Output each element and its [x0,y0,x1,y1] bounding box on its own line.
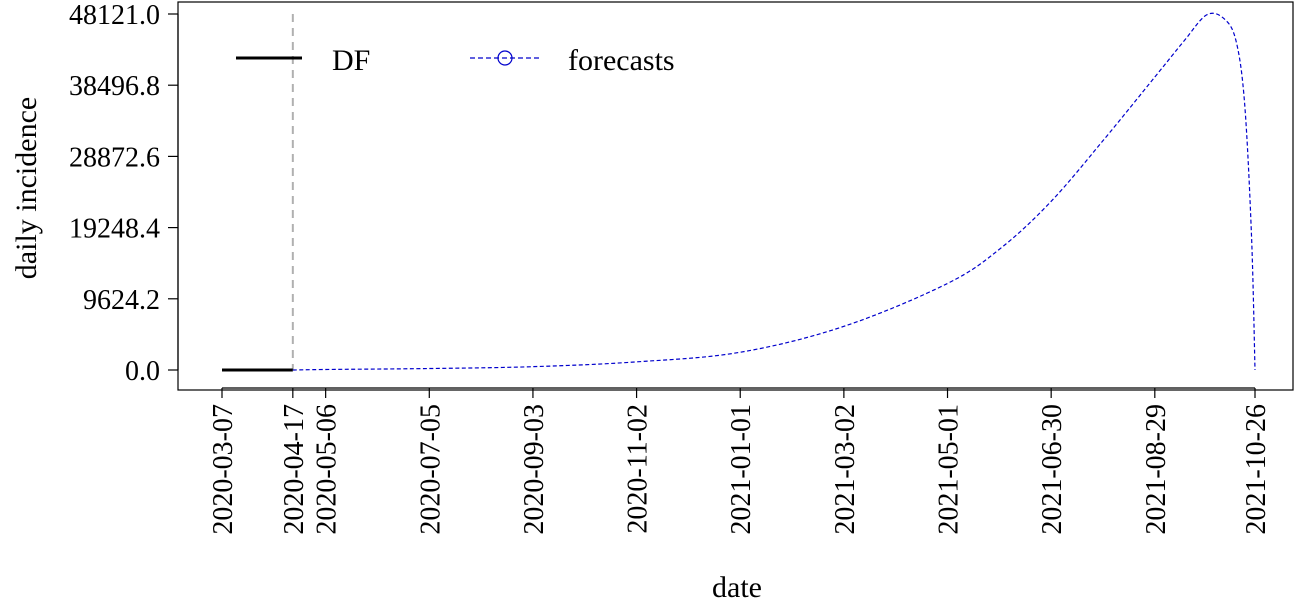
x-axis-title: date [712,571,762,600]
x-tick-label: 2020-07-05 [415,404,446,535]
series-group [222,12,1256,372]
x-tick-label: 2021-10-26 [1241,404,1272,535]
x-tick-label: 2020-03-07 [208,404,239,535]
x-tick-label: 2021-06-30 [1037,404,1068,535]
y-tick-label: 19248.4 [69,214,160,245]
y-axis: 0.0 9624.2 19248.4 28872.6 38496.8 48121.0 [69,0,179,387]
x-tick-label: 2020-11-02 [623,404,654,534]
x-tick-label: 2021-01-01 [726,404,757,535]
x-axis: 2020-03-07 2020-04-17 2020-05-06 2020-07-05… [208,387,1272,535]
y-tick-label: 48121.0 [69,0,160,31]
x-tick-label: 2021-03-02 [830,404,861,535]
legend: DF forecasts [236,44,675,77]
x-tick-label: 2020-05-06 [312,404,343,535]
legend-forecasts-marker [497,50,513,66]
y-axis-title: daily incidence [10,97,43,279]
y-tick-label: 38496.8 [69,71,160,102]
legend-forecasts-label: forecasts [568,44,675,77]
x-tick-label: 2020-04-17 [279,404,310,535]
legend-df-label: DF [332,44,370,77]
x-tick-label: 2021-05-01 [934,404,965,535]
y-tick-label: 28872.6 [69,142,160,173]
y-tick-label: 9624.2 [83,285,160,316]
y-tick-label: 0.0 [125,356,160,387]
series-forecasts-line [292,12,1256,371]
x-tick-label: 2021-08-29 [1141,404,1172,535]
x-tick-label: 2020-09-03 [519,404,550,535]
